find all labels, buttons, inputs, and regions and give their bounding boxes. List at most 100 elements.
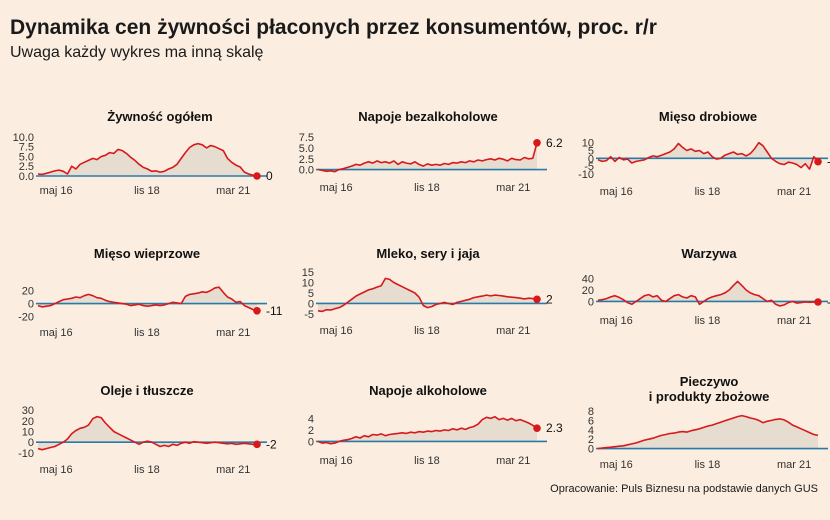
- x-tick-label: mar 21: [216, 464, 250, 476]
- chart-panel: Napoje alkoholowe 420 maj 16 lis 18 mar 21 2.…: [308, 383, 563, 467]
- y-tick-label: 0: [588, 296, 594, 308]
- last-value-label: 0: [266, 169, 273, 183]
- last-value-label: 2: [546, 292, 553, 306]
- series-line: [37, 142, 258, 177]
- chart-title: Pieczywo: [680, 374, 739, 389]
- source-note: Opracowanie: Puls Biznesu na podstawie d…: [550, 483, 818, 495]
- last-value-label: -1: [827, 295, 830, 309]
- y-tick-label: 0: [308, 298, 314, 310]
- y-tick-label: 30: [22, 405, 34, 417]
- y-tick-label: 2.5: [299, 154, 314, 166]
- x-tick-label: lis 18: [414, 182, 440, 194]
- series-area: [318, 142, 537, 172]
- series-line: [317, 415, 538, 445]
- y-tick-label: 0: [28, 299, 34, 311]
- last-value-marker: [253, 306, 261, 315]
- y-tick-label: 0.0: [299, 165, 314, 177]
- chart-panel: Żywność ogółem 10.07.55.02.50.0 maj 16 lis …: [13, 109, 273, 197]
- x-tick-label: lis 18: [695, 459, 721, 471]
- series-area: [318, 416, 537, 444]
- y-tick-label: 2: [308, 425, 314, 437]
- last-value-marker: [533, 295, 541, 304]
- y-tick-label: 10: [302, 278, 314, 290]
- x-tick-label: maj 16: [40, 464, 73, 476]
- y-tick-label: 40: [582, 274, 594, 286]
- x-tick-label: maj 16: [600, 186, 633, 198]
- y-tick-label: 15: [302, 267, 314, 279]
- x-tick-label: lis 18: [134, 327, 160, 339]
- last-value-marker: [814, 157, 822, 166]
- last-value-label: 6.2: [546, 136, 563, 150]
- x-tick-label: lis 18: [695, 315, 721, 327]
- series-line: [597, 141, 819, 170]
- x-tick-label: mar 21: [216, 185, 250, 197]
- y-tick-label: 6: [588, 415, 594, 427]
- series-line: [37, 286, 258, 312]
- last-value-marker: [533, 424, 541, 433]
- chart-title: Napoje bezalkoholowe: [358, 109, 497, 124]
- y-tick-label: 5: [308, 288, 314, 300]
- y-tick-label: 5.0: [19, 151, 34, 163]
- chart-title: Żywność ogółem: [107, 109, 212, 124]
- x-tick-label: lis 18: [414, 325, 440, 337]
- last-value-label: -2.2: [827, 155, 830, 169]
- y-tick-label: -10: [578, 169, 594, 181]
- chart-title: i produkty zbożowe: [649, 389, 770, 404]
- chart-title: Mięso drobiowe: [659, 109, 757, 124]
- x-tick-label: lis 18: [695, 186, 721, 198]
- x-tick-label: mar 21: [496, 182, 530, 194]
- y-tick-label: 20: [582, 285, 594, 297]
- chart-title: Mięso wieprzowe: [94, 246, 200, 261]
- y-tick-label: 0: [28, 437, 34, 449]
- series-line: [597, 280, 819, 307]
- last-value-label: -2: [266, 437, 277, 451]
- y-tick-label: 10: [582, 138, 594, 150]
- y-tick-label: -10: [18, 448, 34, 460]
- x-tick-label: maj 16: [600, 459, 633, 471]
- last-value-marker: [814, 298, 822, 306]
- chart-title: Mleko, sery i jaja: [376, 246, 480, 261]
- y-tick-label: 4: [308, 413, 314, 425]
- y-tick-label: 0: [588, 153, 594, 165]
- x-tick-label: lis 18: [134, 464, 160, 476]
- last-value-marker: [253, 172, 261, 180]
- y-tick-label: 2.5: [19, 161, 34, 173]
- y-tick-label: 0.0: [19, 171, 34, 183]
- x-tick-label: maj 16: [320, 325, 353, 337]
- y-tick-label: 10: [22, 427, 34, 439]
- series-area: [318, 278, 537, 312]
- series-line: [317, 142, 538, 173]
- last-value-label: 2.3: [546, 421, 563, 435]
- x-tick-label: maj 16: [320, 182, 353, 194]
- chart-title: Oleje i tłuszcze: [100, 383, 193, 398]
- y-tick-label: 0: [308, 436, 314, 448]
- series-line: [317, 277, 538, 313]
- x-tick-label: maj 16: [600, 315, 633, 327]
- x-tick-label: mar 21: [777, 459, 811, 471]
- last-value-marker: [533, 138, 541, 147]
- y-tick-label: -5: [304, 309, 314, 321]
- x-tick-label: lis 18: [414, 455, 440, 467]
- y-tick-label: 7.5: [299, 132, 314, 144]
- x-tick-label: mar 21: [496, 455, 530, 467]
- series-area: [598, 415, 818, 449]
- y-tick-label: 20: [22, 285, 34, 297]
- last-value-marker: [253, 440, 261, 449]
- series-area: [598, 281, 818, 306]
- series-line: [37, 415, 257, 451]
- series-area: [38, 416, 257, 450]
- x-tick-label: maj 16: [40, 327, 73, 339]
- y-tick-label: 0: [588, 444, 594, 456]
- chart-panel: Mięso wieprzowe 20 0-20 maj 16 lis 18 mar 21 -…: [18, 246, 283, 339]
- x-tick-label: maj 16: [40, 185, 73, 197]
- series-area: [38, 143, 257, 176]
- y-tick-label: 2: [588, 434, 594, 446]
- last-value-label: -11: [266, 304, 283, 318]
- chart-title: Warzywa: [681, 246, 737, 261]
- y-tick-label: 5: [588, 145, 594, 157]
